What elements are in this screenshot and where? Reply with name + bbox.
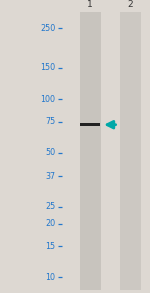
Text: 25: 25 (45, 202, 56, 211)
Text: 250: 250 (40, 24, 56, 33)
Text: 37: 37 (45, 172, 56, 181)
Text: 20: 20 (45, 219, 56, 228)
Text: 10: 10 (45, 273, 56, 282)
Text: 15: 15 (45, 242, 56, 251)
Text: 100: 100 (40, 95, 56, 104)
Text: 1: 1 (87, 0, 93, 9)
Text: 75: 75 (45, 117, 56, 126)
Text: 150: 150 (40, 63, 56, 72)
Text: 2: 2 (128, 0, 133, 9)
Text: 50: 50 (45, 149, 56, 157)
Bar (80, 12, 100, 290)
Bar (120, 12, 141, 290)
